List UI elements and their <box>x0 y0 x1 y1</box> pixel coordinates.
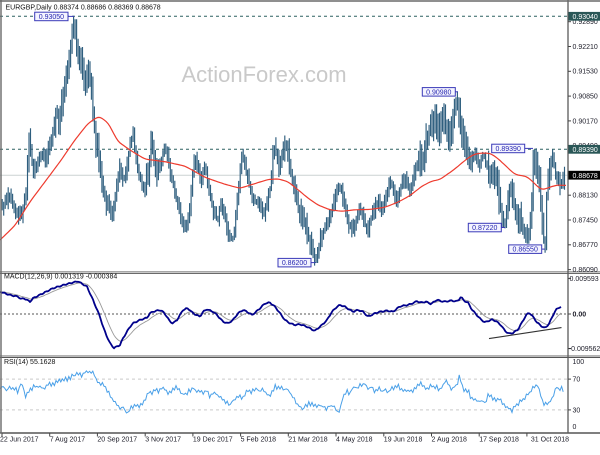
svg-text:19 Dec 2017: 19 Dec 2017 <box>193 437 233 444</box>
svg-text:0.90980: 0.90980 <box>426 89 451 96</box>
svg-text:0.91530: 0.91530 <box>573 69 598 76</box>
svg-text:0.90850: 0.90850 <box>573 94 598 101</box>
svg-text:0.88678: 0.88678 <box>573 173 598 180</box>
svg-text:-0.009562: -0.009562 <box>569 346 600 353</box>
svg-text:70: 70 <box>573 377 581 384</box>
svg-text:0: 0 <box>573 424 577 431</box>
svg-text:0.009593: 0.009593 <box>570 276 599 283</box>
svg-text:2 Aug 2018: 2 Aug 2018 <box>432 437 468 444</box>
svg-text:0.86090: 0.86090 <box>573 267 598 274</box>
svg-text:31 Oct 2018: 31 Oct 2018 <box>531 437 569 444</box>
svg-text:0.86200: 0.86200 <box>282 260 307 267</box>
svg-text:0.93050: 0.93050 <box>39 14 64 21</box>
svg-text:RSI(14) 55.1628: RSI(14) 55.1628 <box>4 359 55 366</box>
svg-text:0.00: 0.00 <box>573 311 587 318</box>
svg-text:0.88130: 0.88130 <box>573 193 598 200</box>
svg-text:100: 100 <box>573 359 585 366</box>
svg-text:0.93040: 0.93040 <box>573 14 598 21</box>
svg-text:7 Aug 2017: 7 Aug 2017 <box>50 437 86 444</box>
svg-text:20 Sep 2017: 20 Sep 2017 <box>97 437 137 444</box>
svg-text:4 May 2018: 4 May 2018 <box>336 437 373 444</box>
svg-text:0.90170: 0.90170 <box>573 118 598 125</box>
svg-text:0.87220: 0.87220 <box>472 225 497 232</box>
svg-text:EURGBP,Daily 0.88374 0.88686: EURGBP,Daily 0.88374 0.88686 0.88369 0.8… <box>6 5 161 12</box>
svg-text:30: 30 <box>573 407 581 414</box>
svg-text:0.89390: 0.89390 <box>496 146 521 153</box>
svg-text:3 Nov 2017: 3 Nov 2017 <box>145 437 181 444</box>
svg-text:0.86550: 0.86550 <box>513 247 538 254</box>
svg-text:19 Jun 2018: 19 Jun 2018 <box>384 437 423 444</box>
svg-text:22 Jun 2017: 22 Jun 2017 <box>0 437 39 444</box>
svg-text:5 Feb 2018: 5 Feb 2018 <box>241 437 277 444</box>
svg-text:MACD(12,26,9) 0.001319 -0.0003: MACD(12,26,9) 0.001319 -0.000384 <box>4 274 117 281</box>
svg-text:0.89390: 0.89390 <box>573 147 598 154</box>
svg-text:0.87450: 0.87450 <box>573 217 598 224</box>
svg-text:0.86770: 0.86770 <box>573 242 598 249</box>
svg-text:17 Sep 2018: 17 Sep 2018 <box>479 437 519 444</box>
svg-text:0.92210: 0.92210 <box>573 44 598 51</box>
svg-text:ActionForex.com: ActionForex.com <box>181 62 346 87</box>
svg-text:21 Mar 2018: 21 Mar 2018 <box>288 437 327 444</box>
